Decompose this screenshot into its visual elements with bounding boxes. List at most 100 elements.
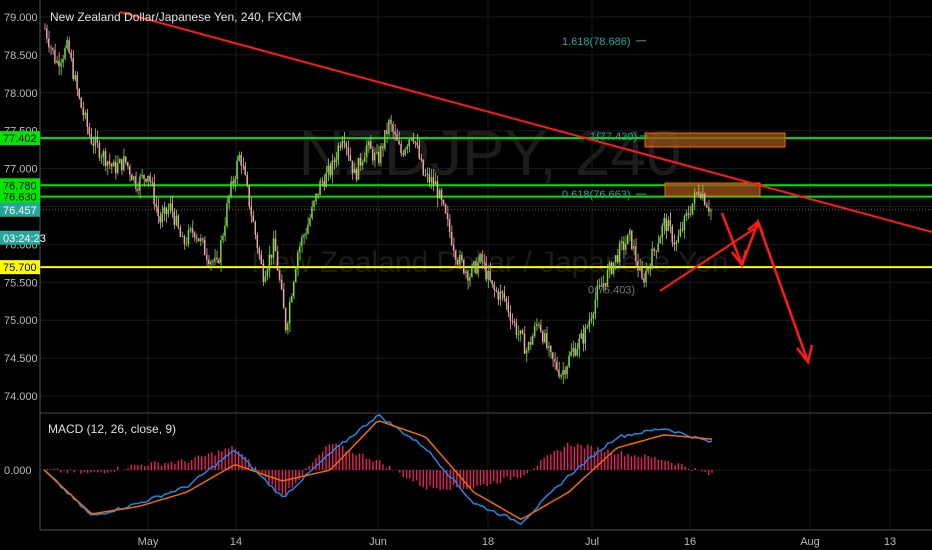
candle	[477, 256, 479, 278]
candle	[535, 318, 538, 331]
candle	[450, 225, 453, 247]
candle	[499, 284, 501, 307]
candle	[592, 311, 594, 327]
candle	[655, 250, 657, 259]
candle	[195, 233, 198, 244]
price-tick: 75.500	[4, 277, 38, 289]
candle	[578, 333, 580, 358]
candle	[412, 132, 414, 145]
candle	[651, 241, 653, 270]
candle	[426, 167, 429, 183]
candle	[454, 249, 457, 266]
macd-label: MACD (12, 26, close, 9)	[48, 422, 176, 436]
candle	[394, 124, 396, 141]
candle	[533, 321, 536, 339]
candle	[626, 234, 629, 245]
candle	[260, 250, 263, 265]
candle	[311, 200, 313, 220]
candle	[622, 236, 625, 259]
candle	[284, 307, 287, 334]
candle	[422, 159, 424, 177]
candle	[653, 247, 655, 257]
candle	[408, 138, 410, 153]
candle	[207, 254, 210, 267]
candle	[424, 168, 426, 177]
time-axis[interactable]: May 14 Jun 18 Jul 16 Aug 13	[138, 536, 897, 548]
candle	[416, 133, 418, 149]
candle	[129, 163, 131, 182]
candle	[705, 201, 708, 208]
candle	[404, 147, 406, 157]
candle	[663, 213, 665, 235]
time-tick: Aug	[800, 536, 820, 548]
candle	[493, 281, 495, 298]
candle	[203, 236, 206, 256]
candle	[382, 143, 384, 157]
candle	[341, 136, 343, 150]
candle	[693, 187, 696, 210]
candle	[463, 258, 465, 275]
candle	[639, 258, 641, 272]
candle	[274, 230, 277, 252]
candle	[56, 56, 58, 65]
candle	[104, 147, 107, 172]
candle	[560, 373, 562, 380]
projection-arrow-path[interactable]	[720, 212, 810, 363]
candle	[641, 260, 643, 281]
candle	[254, 220, 256, 240]
price-axis[interactable]: 79.00078.50078.00077.50077.00076.50076.0…	[4, 12, 38, 403]
candle	[616, 249, 619, 264]
candle	[491, 280, 493, 288]
candle	[635, 237, 637, 268]
candle	[139, 173, 141, 200]
candle	[149, 172, 151, 187]
descending-trendline[interactable]	[119, 11, 932, 233]
candle	[199, 234, 202, 247]
candle	[335, 152, 337, 168]
candle	[489, 262, 491, 283]
candle	[193, 231, 196, 242]
candle	[114, 155, 117, 180]
candle	[400, 140, 402, 157]
candle	[238, 151, 240, 162]
time-tick: 18	[482, 536, 494, 548]
candle	[116, 155, 119, 176]
candle	[187, 224, 190, 248]
candle	[278, 267, 281, 283]
candle	[256, 232, 258, 253]
candle	[410, 137, 412, 141]
price-label-text: 03:24:23	[3, 233, 46, 245]
candle	[527, 341, 530, 353]
candle	[147, 175, 149, 187]
arrow-head-1	[731, 249, 748, 268]
candle	[402, 150, 404, 157]
candle	[266, 266, 269, 281]
fib-level-label: 1.618(78.686)	[562, 36, 631, 48]
candle	[645, 262, 647, 287]
candle	[631, 230, 633, 251]
candle	[153, 174, 155, 211]
candle	[669, 212, 671, 234]
time-tick: Jun	[369, 536, 387, 548]
candle	[531, 333, 534, 346]
candle	[355, 167, 358, 183]
candle	[161, 205, 163, 228]
time-tick: Jul	[585, 536, 599, 548]
fib-target-zone-upper[interactable]	[644, 132, 786, 148]
candle	[600, 276, 603, 287]
candle	[386, 122, 388, 143]
candle	[343, 131, 346, 149]
candle	[414, 140, 416, 148]
candle	[361, 159, 364, 170]
candle	[131, 173, 133, 181]
candle	[612, 262, 615, 277]
ascending-trendline[interactable]	[659, 224, 761, 292]
fib-target-zone-lower[interactable]	[664, 182, 761, 197]
time-tick: May	[138, 536, 159, 548]
price-label-2: 76.630	[0, 189, 40, 204]
watermark-symbol: NZDJPY, 240	[299, 117, 682, 189]
candle	[543, 329, 546, 344]
candle	[380, 142, 382, 167]
candle	[675, 239, 677, 252]
